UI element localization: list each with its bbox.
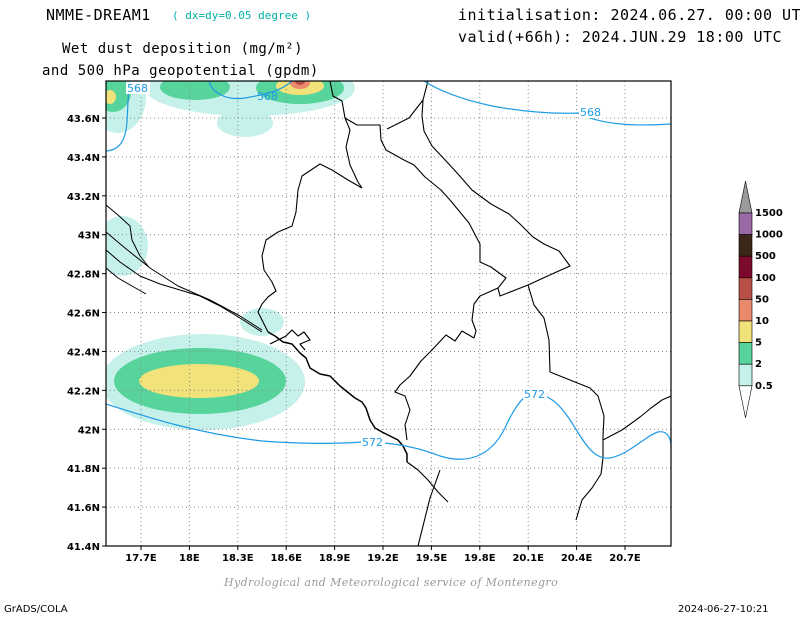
legend-swatch (738, 212, 753, 235)
contour-label: 568 (127, 82, 148, 95)
lon-label: 17.7E (125, 553, 157, 564)
lat-label: 42N (78, 425, 100, 436)
lon-label: 18E (179, 553, 200, 564)
border-line (406, 461, 449, 503)
country-borders (106, 81, 671, 546)
contour-label-bg (361, 436, 385, 448)
legend-swatch (738, 363, 753, 387)
contour-568-east (423, 81, 671, 126)
contour-label-bg (579, 106, 603, 118)
lon-label: 19.8E (464, 553, 496, 564)
dust-deposition-field (106, 81, 355, 430)
legend-swatch (738, 299, 753, 322)
contour-label: 568 (257, 90, 278, 103)
border-line (344, 117, 363, 189)
title-line-2: and 500 hPa geopotential (gpdm) (42, 63, 319, 79)
lon-label: 18.3E (222, 553, 254, 564)
lat-label: 43.6N (67, 114, 100, 125)
dust-level-50 (295, 81, 305, 85)
software-label: GrADS/COLA (4, 604, 68, 615)
lat-label: 43.4N (67, 153, 100, 164)
contour-label: 572 (362, 436, 383, 449)
geopotential-contours (106, 81, 671, 460)
legend-swatch (738, 255, 753, 279)
coastline (106, 231, 263, 331)
border-line (602, 395, 671, 441)
contour-label: 572 (524, 388, 545, 401)
grid-lines (106, 81, 671, 546)
legend-label: 1000 (755, 230, 783, 241)
border-line (549, 371, 605, 521)
render-timestamp: 2024-06-27-10:21 (678, 604, 769, 615)
map-frame (105, 80, 672, 547)
lon-label: 20.4E (561, 553, 593, 564)
lat-label: 42.8N (67, 270, 100, 281)
model-name: NMME-DREAM1 (46, 6, 151, 24)
dust-level-0-5 (106, 216, 148, 276)
border-line (527, 284, 551, 373)
coastline (269, 329, 311, 351)
title-line-1: Wet dust deposition (mg/m²) (62, 41, 304, 57)
dust-level-5 (106, 90, 116, 104)
contour-label-bg (523, 387, 547, 399)
legend-top-arrow (738, 180, 753, 214)
legend-label: 2 (755, 359, 762, 370)
coastline (106, 249, 263, 333)
lat-label: 43N (78, 231, 100, 242)
border-line (257, 163, 363, 333)
map-axes: 43.6N 43.4N 43.2N 43N 42.8N 42.6N 42.4N 42.2N 42… (67, 114, 641, 564)
legend-swatch (738, 234, 753, 257)
lon-label: 19.2E (367, 553, 399, 564)
lon-label: 18.6E (270, 553, 302, 564)
lat-label: 41.8N (67, 464, 100, 475)
lat-label: 41.4N (67, 542, 100, 553)
contour-label-bg (126, 82, 150, 94)
border-line (329, 81, 571, 297)
resolution-note: ( dx=dy=0.05 degree ) (172, 9, 312, 22)
legend-label: 0.5 (755, 381, 773, 392)
dust-level-0-5 (240, 308, 284, 336)
legend-bottom-arrow (738, 385, 753, 418)
contour-568-mid (208, 81, 293, 100)
coastline (267, 331, 408, 462)
lon-label: 20.1E (512, 553, 544, 564)
lat-label: 43.2N (67, 192, 100, 203)
legend-swatch (738, 342, 753, 365)
valid-time: valid(+66h): 2024.JUN.29 18:00 UTC (458, 28, 783, 46)
lon-label: 19.5E (416, 553, 448, 564)
contour-labels: 568 568 568 572 572 (126, 82, 603, 449)
lon-label: 18.9E (319, 553, 351, 564)
lat-label: 41.6N (67, 503, 100, 514)
coastline (106, 267, 147, 295)
legend-label: 1500 (755, 208, 783, 219)
legend-label: 500 (755, 251, 776, 262)
legend-swatch (738, 277, 753, 300)
coastline (106, 204, 149, 267)
legend-label: 50 (755, 294, 769, 305)
dust-level-0-5 (217, 109, 273, 137)
border-line (394, 287, 499, 441)
dust-level-2 (160, 81, 230, 100)
lat-label: 42.2N (67, 386, 100, 397)
legend-swatch (738, 320, 753, 343)
lat-label: 42.6N (67, 309, 100, 320)
credit-text: Hydrological and Meteorological service … (224, 576, 559, 589)
border-line (417, 469, 441, 546)
init-time: initialisation: 2024.06.27. 00:00 UTC (458, 6, 800, 24)
dust-level-2 (106, 81, 131, 112)
map-plot-area (106, 81, 671, 546)
legend-label: 10 (755, 316, 769, 327)
contour-label: 568 (580, 106, 601, 119)
lat-label: 42.4N (67, 347, 100, 358)
border-line (386, 99, 424, 130)
dust-level-5 (139, 364, 259, 398)
lon-label: 20.7E (609, 553, 641, 564)
contour-572 (106, 393, 671, 460)
legend-label: 5 (755, 338, 762, 349)
legend-label: 100 (755, 273, 776, 284)
color-legend: 1500 1000 500 100 50 10 5 2 0.5 (738, 180, 783, 418)
